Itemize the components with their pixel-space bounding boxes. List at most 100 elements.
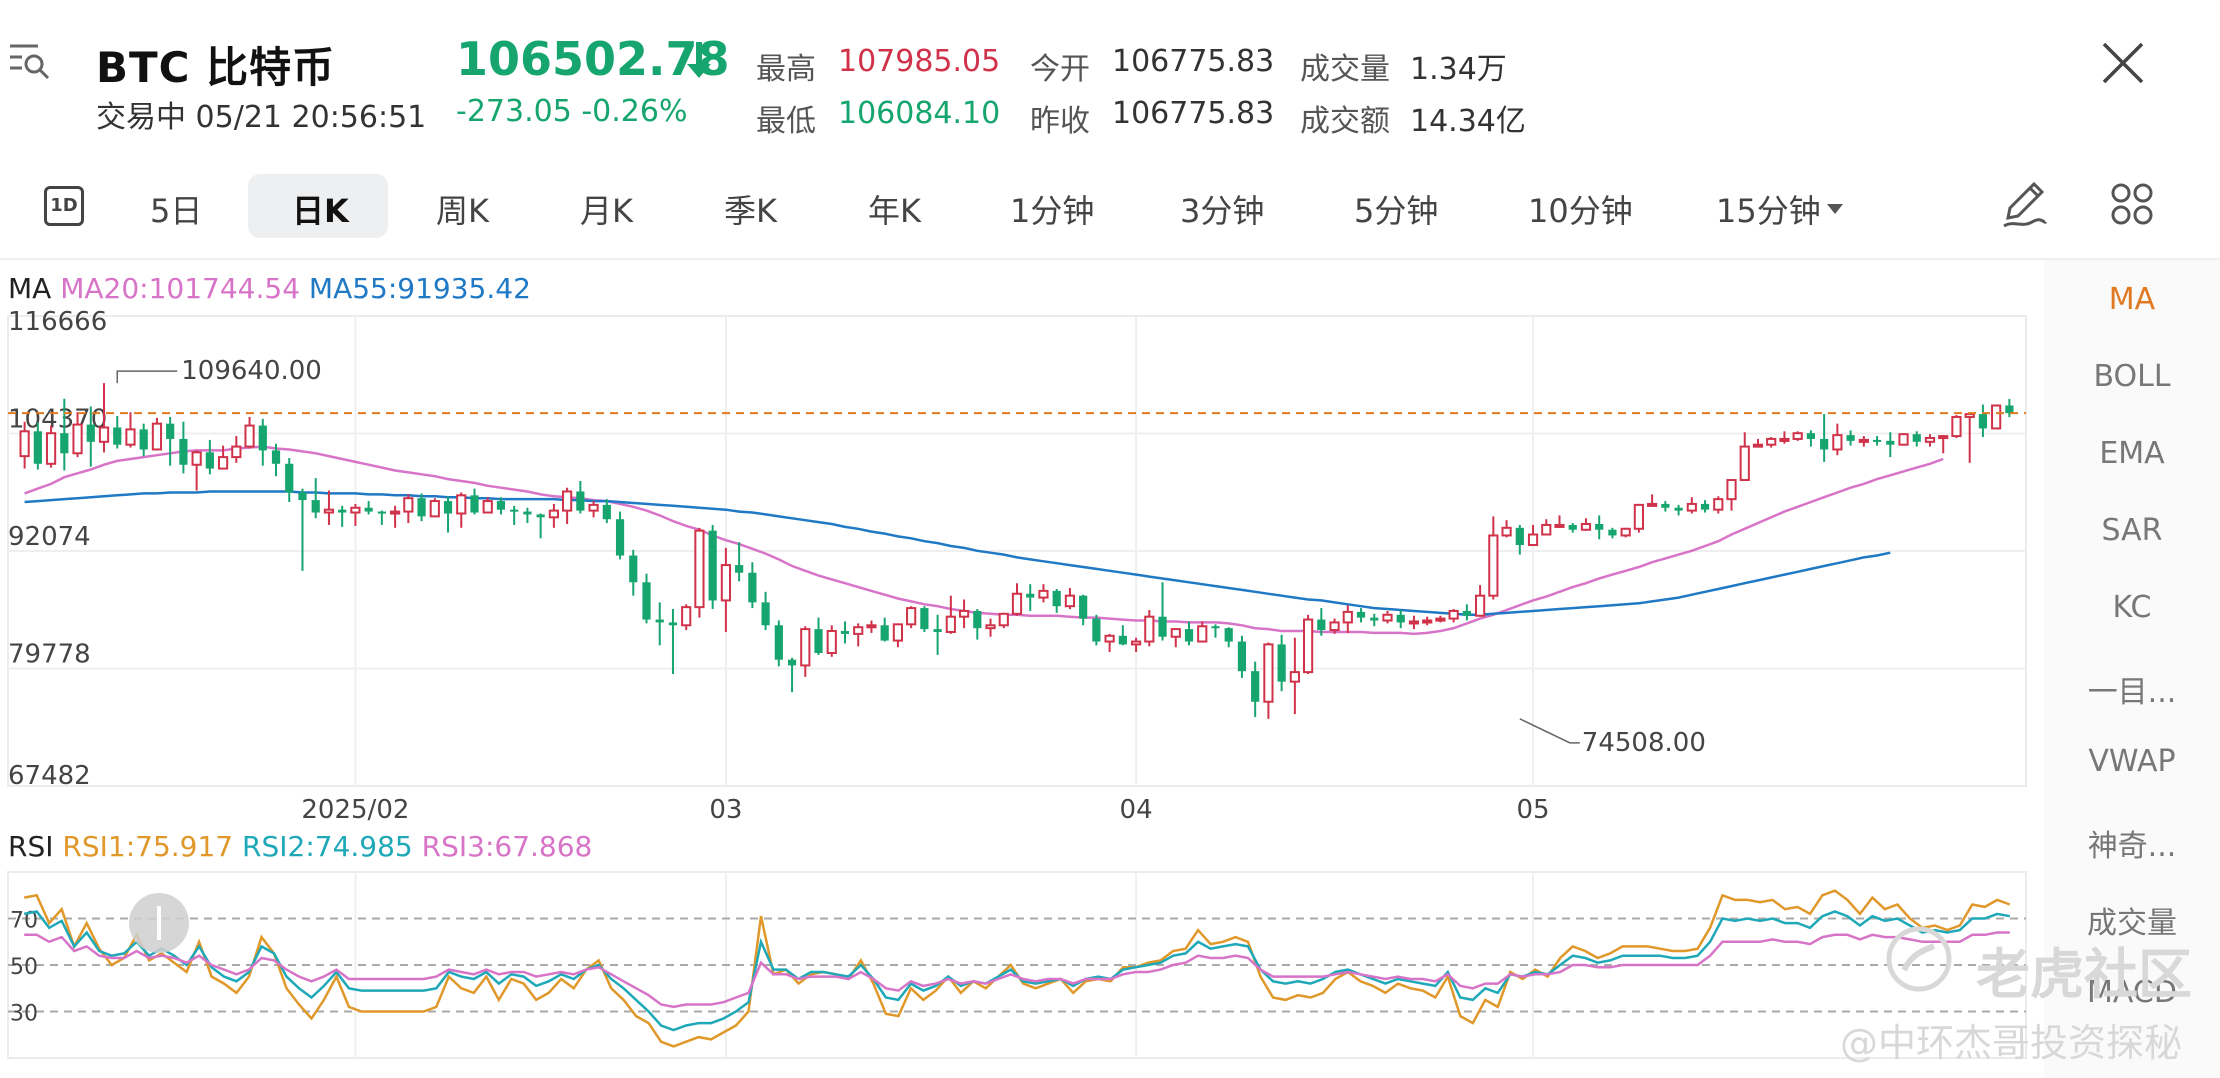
indicator-item-4[interactable]: KC (2112, 590, 2152, 625)
candle-body-up (244, 424, 255, 448)
y-tick-label: 92074 (8, 522, 91, 552)
tab-2[interactable]: 周K (436, 192, 489, 230)
candle-body-down (86, 424, 95, 442)
collapse-handle-icon[interactable] (128, 892, 190, 958)
tab-1[interactable]: 日K (292, 192, 349, 230)
grid-layout-icon[interactable] (2110, 182, 2154, 230)
tab-0[interactable]: 5日 (150, 192, 203, 230)
annotation-low: 74508.00 (1582, 728, 1706, 758)
candle-body-down (1515, 527, 1524, 546)
rsi1-legend: RSI1:75.917 (62, 830, 234, 863)
candle-body-up (720, 564, 732, 602)
candle-body-down (1568, 524, 1577, 530)
draw-pen-icon[interactable] (2000, 178, 2048, 234)
tab-7[interactable]: 3分钟 (1180, 192, 1265, 230)
tab-8[interactable]: 5分钟 (1354, 192, 1439, 230)
stat-label: 成交量 (1300, 52, 1390, 87)
candle-body-up (1991, 404, 2002, 430)
menu-search-icon[interactable] (8, 38, 50, 80)
candle-body-up (350, 506, 361, 514)
candle-body-down (60, 433, 69, 454)
candle-body-up (403, 497, 414, 513)
indicator-item-6[interactable]: VWAP (2088, 744, 2176, 779)
candle-body-down (642, 582, 651, 620)
candle-body-down (510, 509, 519, 512)
candle-body-up (456, 494, 467, 515)
candle-body-up (1289, 671, 1300, 683)
candle-body-up (906, 607, 917, 626)
watermark-brand: 老虎社区 (1976, 943, 2192, 1006)
tab-9[interactable]: 10分钟 (1528, 192, 1633, 230)
candle-body-down (1251, 671, 1260, 702)
candle-body-down (523, 511, 532, 515)
candle-body-up (800, 628, 811, 667)
dropdown-caret-icon[interactable] (1826, 200, 1844, 219)
candle-body-down (1317, 619, 1326, 631)
close-icon[interactable] (2100, 40, 2146, 86)
indicator-item-0[interactable]: MA (2108, 282, 2156, 317)
candle-body-up (826, 630, 837, 655)
candle-body-up (588, 503, 599, 512)
candle-body-up (151, 422, 163, 451)
candle-body-up (45, 432, 57, 465)
candle-body-down (1356, 611, 1366, 618)
candle-body-up (1938, 435, 1949, 440)
indicator-item-2[interactable]: EMA (2099, 436, 2165, 471)
stat-value: 106084.10 (838, 96, 1001, 131)
indicator-item-9[interactable]: MACD (2087, 975, 2177, 1010)
candle-body-up (1488, 534, 1499, 597)
candle-body-up (1554, 523, 1565, 528)
tab-6[interactable]: 1分钟 (1010, 192, 1095, 230)
candle-body-up (482, 500, 493, 514)
candle-body-down (364, 507, 373, 512)
indicator-item-3[interactable]: SAR (2101, 513, 2163, 548)
candle-body-down (1608, 529, 1617, 536)
indicator-item-7[interactable]: 神奇... (2087, 829, 2177, 864)
candle-body-up (945, 615, 956, 633)
symbol-title: BTC 比特币 (96, 43, 336, 92)
candle-body-down (576, 491, 585, 511)
candle-body-down (113, 427, 122, 445)
candle-body-down (1674, 507, 1683, 511)
x-tick-label: 04 (1120, 795, 1153, 825)
stat-value: 107985.05 (838, 44, 1001, 79)
candle-body-down (1118, 635, 1127, 645)
candle-body-up (1713, 498, 1724, 511)
tab-10[interactable]: 15分钟 (1716, 192, 1821, 230)
candle-body-down (774, 625, 783, 660)
candle-body-up (1832, 434, 1843, 451)
candle-body-up (958, 609, 970, 618)
candle-body-up (1951, 415, 1962, 438)
indicator-item-5[interactable]: 一目... (2087, 675, 2177, 710)
candle-body-down (1846, 435, 1855, 441)
candle-body-up (191, 451, 202, 466)
candle-body-up (1766, 437, 1777, 446)
candle-body-up (1739, 445, 1750, 482)
candle-body-up (1501, 526, 1512, 537)
candle-body-up (681, 606, 692, 627)
rsi2-legend: RSI2:74.985 (242, 830, 413, 863)
tab-3[interactable]: 月K (580, 192, 633, 230)
candle-body-up (217, 456, 229, 470)
candle-body-down (417, 498, 426, 517)
candle-body-up (1382, 613, 1393, 622)
candle-body-up (1144, 615, 1155, 643)
tab-1d-icon[interactable]: 1D (44, 186, 84, 226)
indicator-item-8[interactable]: 成交量 (2087, 906, 2177, 941)
indicator-item-1[interactable]: BOLL (2093, 359, 2171, 394)
candle-body-down (271, 450, 281, 464)
tab-5[interactable]: 年K (868, 192, 921, 230)
candle-body-down (179, 438, 188, 465)
arrow-down-icon (684, 40, 714, 80)
candle-body-up (1898, 433, 1909, 446)
tab-4[interactable]: 季K (724, 192, 777, 230)
candle-body-up (1580, 522, 1592, 531)
candle-body-down (880, 625, 889, 641)
rsi-legend-title: RSI (8, 830, 54, 863)
candle-body-down (761, 602, 770, 626)
x-tick-label: 2025/02 (301, 795, 409, 825)
candle-body-up (892, 623, 904, 642)
candle-body-up (1647, 502, 1658, 507)
candle-body-down (443, 501, 453, 514)
